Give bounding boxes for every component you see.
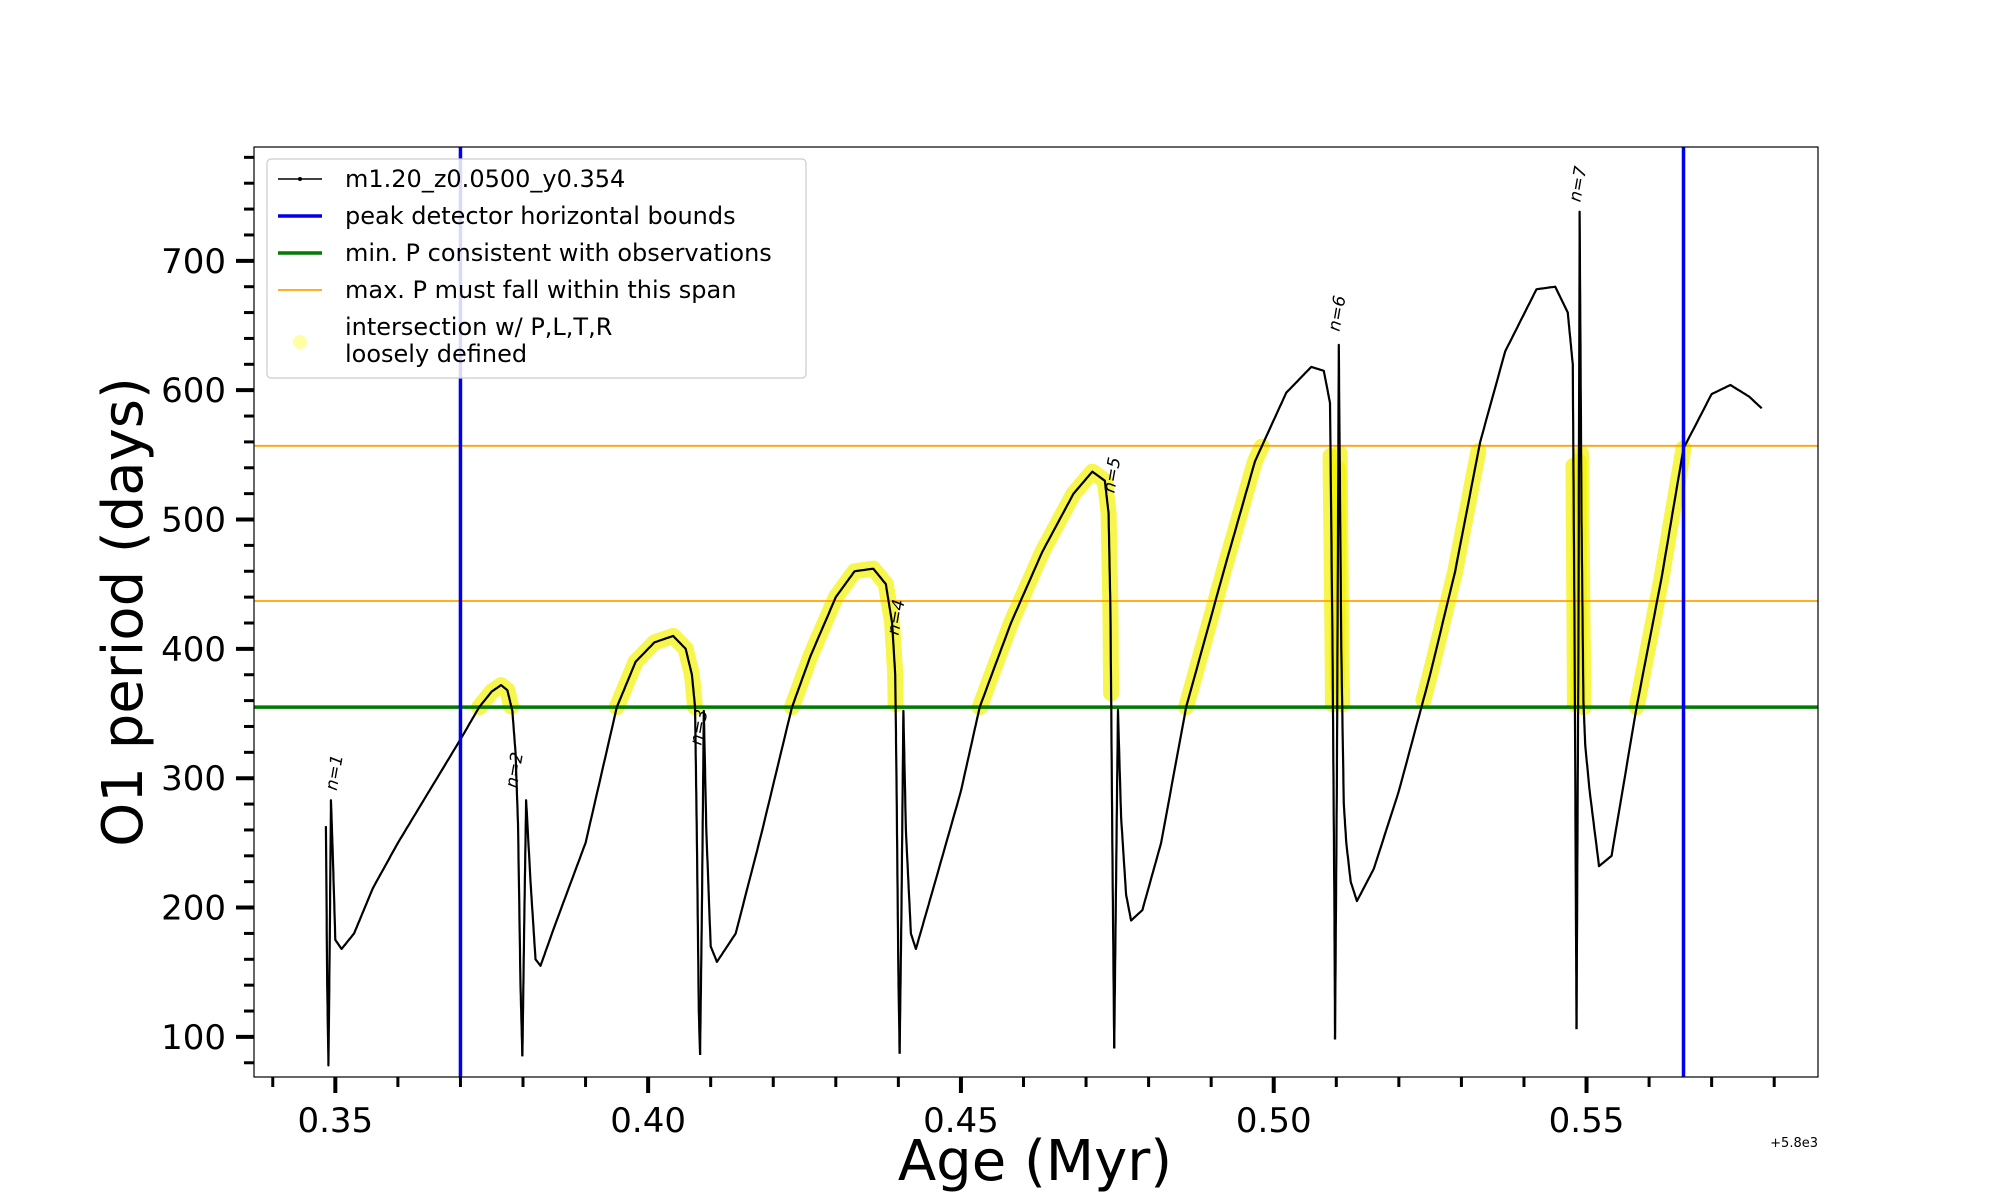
legend: m1.20_z0.0500_y0.354 peak detector horiz… — [266, 158, 807, 379]
legend-entry-minp: min. P consistent with observations — [278, 239, 772, 267]
x-tick-label: 0.40 — [610, 1101, 686, 1141]
series-line-segment — [324, 683, 524, 1067]
y-tick-label: 400 — [161, 630, 226, 670]
legend-entry-vbounds: peak detector horizontal bounds — [278, 202, 736, 230]
x-tick-label: 0.55 — [1549, 1101, 1625, 1141]
legend-label-intersection: intersection w/ P,L,T,R — [345, 313, 612, 341]
y-tick-label: 700 — [161, 242, 226, 282]
series-line-segment — [1333, 285, 1578, 1040]
legend-label-vbounds: peak detector horizontal bounds — [345, 202, 736, 230]
legend-entry-maxp: max. P must fall within this span — [278, 276, 736, 304]
series-line-segment — [1113, 365, 1337, 1049]
legend-box — [266, 158, 807, 379]
legend-label-track: m1.20_z0.0500_y0.354 — [345, 165, 625, 193]
x-axis-title: Age (Myr) — [898, 1129, 1172, 1194]
y-tick-label: 600 — [161, 371, 226, 411]
plot-frame — [253, 146, 1819, 1078]
series-line-segment — [1575, 210, 1763, 1030]
legend-label-maxp: max. P must fall within this span — [345, 276, 736, 304]
series-line-segment — [898, 470, 1116, 1054]
y-tick-label: 200 — [161, 889, 226, 929]
legend-dot-icon — [293, 335, 307, 349]
legend-label-minp: min. P consistent with observations — [345, 239, 772, 267]
y-tick-label: 500 — [161, 501, 226, 541]
x-tick-label: 0.50 — [1236, 1101, 1312, 1141]
series-line-segment — [699, 567, 901, 1056]
legend-entry-intersection: intersection w/ P,L,T,R loosely defined — [293, 313, 612, 368]
legend-entry-track: m1.20_z0.0500_y0.354 — [278, 165, 625, 193]
legend-label-intersection-line2: loosely defined — [345, 340, 527, 368]
series-line-segment — [521, 634, 702, 1057]
y-axis-title: O1 period (days) — [91, 377, 156, 847]
y-tick-label: 300 — [161, 759, 226, 799]
x-tick-label: 0.45 — [923, 1101, 999, 1141]
x-offset-label: +5.8e3 — [1770, 1136, 1818, 1151]
x-tick-label: 0.35 — [297, 1101, 373, 1141]
legend-marker-icon — [298, 177, 302, 181]
y-tick-label: 100 — [161, 1018, 226, 1058]
